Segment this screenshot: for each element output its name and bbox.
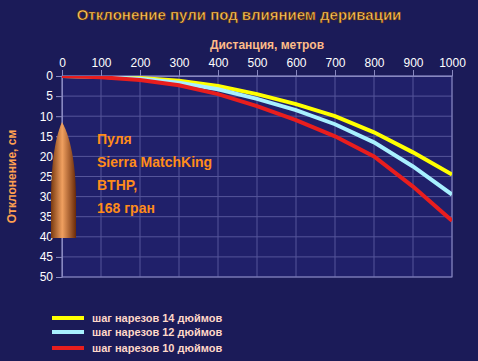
tick: 500 — [247, 56, 267, 76]
tick-mark — [56, 116, 62, 117]
tick: 10 — [40, 110, 62, 124]
tick-label: 200 — [130, 56, 150, 70]
tick-label: 1000 — [439, 56, 466, 70]
chart: 0 100 200 300 400 500 600 700 800 900 1000 0 5 10 15 20… — [0, 0, 478, 361]
tick-label: 0 — [46, 69, 53, 83]
grid-line — [62, 116, 452, 117]
tick-label: 0 — [59, 56, 66, 70]
tick-mark — [413, 70, 414, 76]
tick-label: 800 — [364, 56, 384, 70]
grid-line — [62, 256, 452, 257]
y-axis-title: Отклонение, см — [5, 130, 19, 224]
tick-mark — [62, 70, 63, 76]
tick: 700 — [325, 56, 345, 76]
x-axis-title: Дистанция, метров — [210, 38, 324, 52]
grid-line — [62, 196, 452, 197]
legend-label: шаг нарезов 10 дюймов — [92, 342, 222, 354]
tick-mark — [56, 76, 62, 77]
tick-label: 15 — [40, 130, 54, 144]
tick-label: 45 — [40, 250, 54, 264]
tick-label: 10 — [40, 110, 54, 124]
series-line — [62, 76, 452, 221]
tick-mark — [257, 70, 258, 76]
annotation-text: Sierra MatchKing — [97, 154, 212, 170]
tick-label: 20 — [40, 150, 54, 164]
grid — [62, 76, 452, 277]
tick-mark — [56, 96, 62, 97]
tick-mark — [452, 70, 453, 76]
tick: 5 — [46, 89, 62, 103]
tick: 600 — [286, 56, 306, 76]
tick-label: 400 — [208, 56, 228, 70]
x-axis: 0 100 200 300 400 500 600 700 800 900 1000 — [59, 56, 466, 77]
tick: 45 — [40, 250, 62, 264]
tick-label: 25 — [40, 170, 54, 184]
background — [0, 0, 478, 361]
tick: 0 — [59, 56, 66, 76]
series-line — [62, 76, 452, 174]
annotation-text: BTHP, — [97, 177, 137, 193]
legend-swatch — [52, 316, 84, 320]
tick: 1000 — [439, 56, 466, 76]
tick-mark — [335, 70, 336, 76]
plot-area — [62, 76, 452, 277]
tick: 50 — [40, 270, 62, 284]
legend-label: шаг нарезов 14 дюймов — [92, 312, 222, 324]
tick-label: 300 — [169, 56, 189, 70]
tick-mark — [56, 277, 62, 278]
tick-mark — [374, 70, 375, 76]
tick: 200 — [130, 56, 150, 76]
tick: 100 — [91, 56, 111, 76]
tick-mark — [296, 70, 297, 76]
tick-mark — [218, 70, 219, 76]
tick-mark — [101, 70, 102, 76]
tick-mark — [140, 70, 141, 76]
legend-swatch — [52, 346, 84, 350]
series-line — [62, 76, 452, 195]
tick: 400 — [208, 56, 228, 76]
tick: 900 — [403, 56, 423, 76]
tick-label: 900 — [403, 56, 423, 70]
tick-label: 100 — [91, 56, 111, 70]
title: Отклонение пули под влиянием деривации — [77, 6, 402, 23]
tick-label: 50 — [40, 270, 54, 284]
annotation: Пуля Sierra MatchKing BTHP, 168 гран — [97, 131, 212, 216]
grid-line — [62, 236, 452, 237]
tick: 0 — [46, 69, 62, 83]
tick: 300 — [169, 56, 189, 76]
legend: шаг нарезов 14 дюймов шаг нарезов 12 дюйм… — [52, 312, 222, 354]
tick-mark — [56, 257, 62, 258]
grid-line — [62, 216, 452, 217]
lines — [62, 76, 452, 221]
tick-label: 700 — [325, 56, 345, 70]
tick-mark — [179, 70, 180, 76]
tick-label: 5 — [46, 89, 53, 103]
tick-label: 500 — [247, 56, 267, 70]
plot-frame — [62, 76, 452, 277]
legend-swatch — [52, 330, 84, 334]
annotation-text: 168 гран — [97, 200, 155, 216]
bullet-icon — [51, 122, 76, 238]
legend-label: шаг нарезов 12 дюймов — [92, 326, 222, 338]
tick-label: 600 — [286, 56, 306, 70]
tick: 800 — [364, 56, 384, 76]
annotation-text: Пуля — [97, 131, 132, 147]
